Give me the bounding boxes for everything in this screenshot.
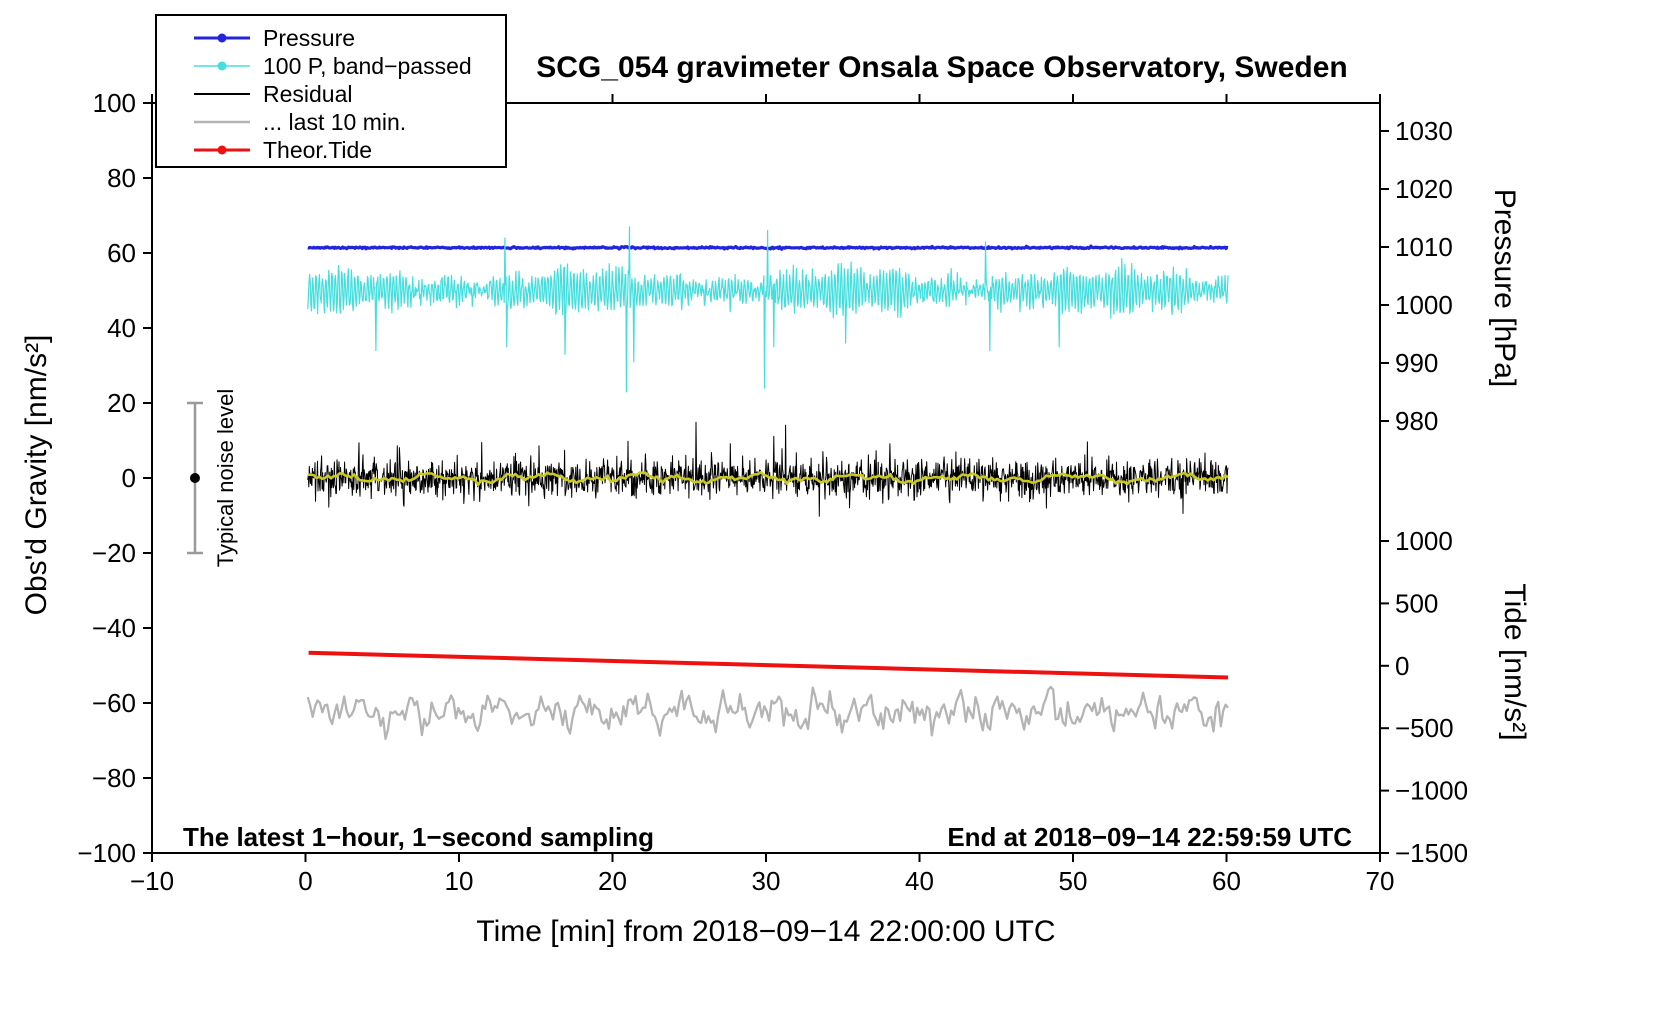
y-axis-label-pressure: Pressure [hPa] xyxy=(1488,188,1521,388)
x-tick-label: 60 xyxy=(1212,866,1241,896)
gravity-tick-label: −20 xyxy=(92,538,136,568)
sampling-annotation: The latest 1−hour, 1−second sampling xyxy=(183,822,655,852)
gravity-tick-label: 0 xyxy=(122,463,136,493)
tide-tick-label: −1000 xyxy=(1395,776,1468,806)
series-theor-tide xyxy=(308,650,1229,680)
legend-item: Theor.Tide xyxy=(157,136,505,164)
gravity-tick-label: 80 xyxy=(107,163,136,193)
gravity-tick-label: −60 xyxy=(92,688,136,718)
legend-box: Pressure 100 P, band−passed Residual... la… xyxy=(155,14,507,168)
legend-item: ... last 10 min. xyxy=(157,108,505,136)
legend-dot xyxy=(217,61,227,71)
x-axis-label: Time [min] from 2018−09−14 22:00:00 UTC xyxy=(476,915,1056,948)
series-residual-smoothed xyxy=(307,470,1229,487)
legend-dot xyxy=(217,145,227,155)
pressure-tick-label: 1020 xyxy=(1395,174,1453,204)
legend-item: 100 P, band−passed xyxy=(157,52,505,80)
gravity-tick-label: −100 xyxy=(77,838,136,868)
legend-item: Pressure xyxy=(157,24,505,52)
legend-symbol-100-p-band-passed xyxy=(194,61,250,71)
noise-level-label: Typical noise level xyxy=(213,388,238,568)
tide-tick-label: −1500 xyxy=(1395,838,1468,868)
pressure-tick-label: 1010 xyxy=(1395,232,1453,262)
tide-tick-label: −500 xyxy=(1395,713,1454,743)
noise-errorbar-dot xyxy=(189,473,200,483)
x-tick-label: 20 xyxy=(598,866,627,896)
series--last-10-min- xyxy=(306,685,1229,741)
tide-tick-label: 1000 xyxy=(1395,526,1453,556)
x-tick-label: 10 xyxy=(445,866,474,896)
series-100-p-band-passed xyxy=(307,226,1229,393)
legend-item: Residual xyxy=(157,80,505,108)
pressure-tick-label: 990 xyxy=(1395,348,1438,378)
chart-title: SCG_054 gravimeter Onsala Space Observat… xyxy=(536,51,1348,84)
legend-label: Theor.Tide xyxy=(263,136,373,163)
gravity-tick-label: −40 xyxy=(92,613,136,643)
tide-tick-label: 0 xyxy=(1395,651,1409,681)
legend-symbol-theor-tide xyxy=(194,145,250,155)
gravity-tick-label: 20 xyxy=(107,388,136,418)
x-tick-label: 40 xyxy=(905,866,934,896)
y-axis-label-gravity: Obs'd Gravity [nm/s²] xyxy=(20,334,53,616)
pressure-tick-label: 1030 xyxy=(1395,116,1453,146)
tide-tick-label: 500 xyxy=(1395,588,1438,618)
gravity-tick-label: 100 xyxy=(93,88,136,118)
x-tick-label: 30 xyxy=(752,866,781,896)
legend-symbol-pressure xyxy=(194,33,250,43)
legend-label: Pressure xyxy=(263,24,356,51)
y-axis-label-tide: Tide [nm/s²] xyxy=(1498,583,1531,741)
legend-label: 100 P, band−passed xyxy=(263,52,472,79)
x-tick-label: −10 xyxy=(130,866,174,896)
pressure-tick-label: 980 xyxy=(1395,406,1438,436)
gravity-tick-label: 40 xyxy=(107,313,136,343)
x-tick-label: 70 xyxy=(1366,866,1395,896)
gravity-tick-label: −80 xyxy=(92,763,136,793)
legend-symbol-residual xyxy=(194,93,250,95)
legend-dot xyxy=(217,33,227,43)
legend-symbol--last-10-min- xyxy=(194,120,250,124)
series-residual xyxy=(307,421,1229,517)
legend-label: ... last 10 min. xyxy=(263,108,407,135)
end-time-annotation: End at 2018−09−14 22:59:59 UTC xyxy=(947,822,1352,852)
pressure-tick-label: 1000 xyxy=(1395,290,1453,320)
legend-label: Residual xyxy=(263,80,353,107)
gravity-tick-label: 60 xyxy=(107,238,136,268)
x-tick-label: 50 xyxy=(1059,866,1088,896)
x-tick-label: 0 xyxy=(298,866,312,896)
